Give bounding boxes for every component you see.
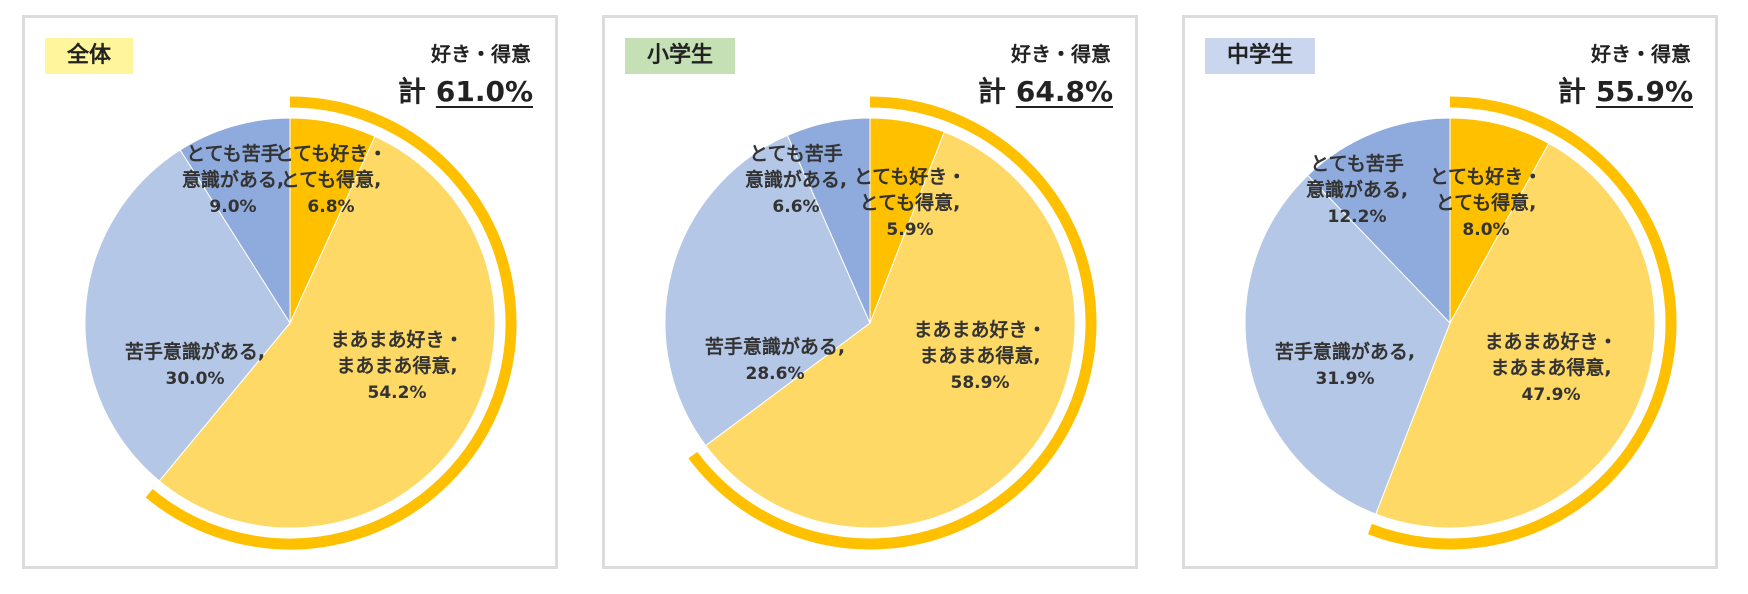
data-label-weak: 31.9% (1316, 369, 1375, 389)
slice-label-very-good: とても好き・ (275, 142, 387, 165)
data-label-very-weak: 9.0% (209, 197, 256, 217)
slice-label-very-good: とても好き・ (854, 165, 966, 188)
slice-label-somewhat-good: まあまあ好き・ (1484, 330, 1617, 353)
data-label-somewhat-good: 47.9% (1522, 385, 1581, 405)
data-label-very-weak: 6.6% (772, 197, 819, 217)
slice-label-very-good: とても好き・ (1430, 165, 1542, 188)
chart-tag: 中学生 (1205, 38, 1316, 74)
slice-label-very-good: とても得意, (1436, 191, 1537, 214)
positive-share-arc (1367, 96, 1677, 550)
chart-tag: 全体 (45, 38, 134, 74)
data-label-somewhat-good: 58.9% (951, 373, 1010, 393)
positive-label: 好き・得意 (431, 42, 531, 66)
slice-label-weak: 苦手意識がある, (125, 340, 265, 363)
total-value: 61.0% (435, 75, 533, 108)
slice-label-somewhat-good: まあまあ得意, (919, 344, 1040, 367)
chart-tag: 小学生 (625, 38, 736, 74)
data-label-very-good: 6.8% (307, 197, 354, 217)
pie-chart-junior-high: とても好き・とても得意, 8.0% まあまあ好き・まあまあ得意, 47.9% 苦手意識が… (1244, 96, 1677, 550)
slice-label-very-weak: とても苦手 (1310, 152, 1403, 175)
pie-slice-somewhat-good (158, 135, 496, 529)
data-label-very-good: 5.9% (886, 220, 933, 240)
pie-slice-very-weak (786, 117, 871, 324)
pie-slice-very-weak (179, 117, 291, 325)
slice-label-somewhat-good: まあまあ好き・ (913, 318, 1046, 341)
data-label-very-good: 8.0% (1462, 220, 1509, 240)
chart-panel-elementary: とても好き・ とても得意, 5.9% まあまあ好き・ まあまあ得意, 58.9% 苦手意識が… (602, 15, 1138, 569)
positive-total: 計 55.9% (1558, 70, 1693, 110)
slice-label-somewhat-good: まあまあ好き・ (330, 328, 463, 351)
positive-total: 計 61.0% (398, 70, 533, 110)
data-label-weak: 28.6% (746, 364, 805, 384)
data-label-somewhat-good: 54.2% (368, 383, 427, 403)
slice-label-very-good: とても得意, (860, 191, 961, 214)
slice-label-weak: 苦手意識がある, (705, 335, 845, 358)
chart-panel-junior-high: とても好き・ とても得意, 8.0% まあまあ好き・ まあまあ得意, 47.9% 苦手意識が… (1182, 15, 1718, 569)
slice-label-very-good: とても得意, (281, 168, 382, 191)
positive-label: 好き・得意 (1591, 42, 1691, 66)
pie-chart-all: とても好き・とても得意, 6.8% まあまあ好き・まあまあ得意, 54.2% 苦手意識が… (84, 96, 517, 550)
positive-label: 好き・得意 (1011, 42, 1111, 66)
pie-slice-weak (1244, 174, 1451, 515)
pie-slice-somewhat-good (1375, 142, 1656, 529)
total-prefix: 計 (977, 75, 1006, 108)
data-label-very-weak: 12.2% (1328, 207, 1387, 227)
slice-label-very-weak: 意識がある, (745, 168, 847, 191)
total-value: 64.8% (1015, 75, 1113, 108)
pie-slice-weak (664, 134, 871, 447)
data-label-weak: 30.0% (166, 369, 225, 389)
total-prefix: 計 (397, 75, 426, 108)
pie-slice-very-weak (1307, 117, 1451, 325)
pie-slice-somewhat-good (704, 131, 1076, 529)
pie-chart-elementary: とても好き・とても得意, 5.9% まあまあ好き・まあまあ得意, 58.9% 苦手意識が… (664, 96, 1097, 550)
total-value: 55.9% (1595, 75, 1693, 108)
slice-label-somewhat-good: まあまあ得意, (336, 354, 457, 377)
slice-label-weak: 苦手意識がある, (1275, 340, 1415, 363)
pie-slice-very-good (1449, 117, 1550, 324)
slice-label-very-weak: 意識がある, (1306, 178, 1408, 201)
pie-slice-weak (84, 149, 291, 482)
chart-panel-all: とても好き・ とても得意, 6.8% まあまあ好き・ まあまあ得意, 54.2% 苦手意識が… (22, 15, 558, 569)
slice-label-very-weak: 意識がある, (182, 168, 284, 191)
positive-total: 計 64.8% (978, 70, 1113, 110)
slice-label-very-weak: とても苦手 (749, 142, 842, 165)
total-prefix: 計 (1557, 75, 1586, 108)
positive-share-arc (145, 96, 517, 550)
slice-label-somewhat-good: まあまあ得意, (1490, 356, 1611, 379)
slice-label-very-weak: とても苦手 (186, 142, 279, 165)
positive-share-arc (688, 96, 1097, 550)
